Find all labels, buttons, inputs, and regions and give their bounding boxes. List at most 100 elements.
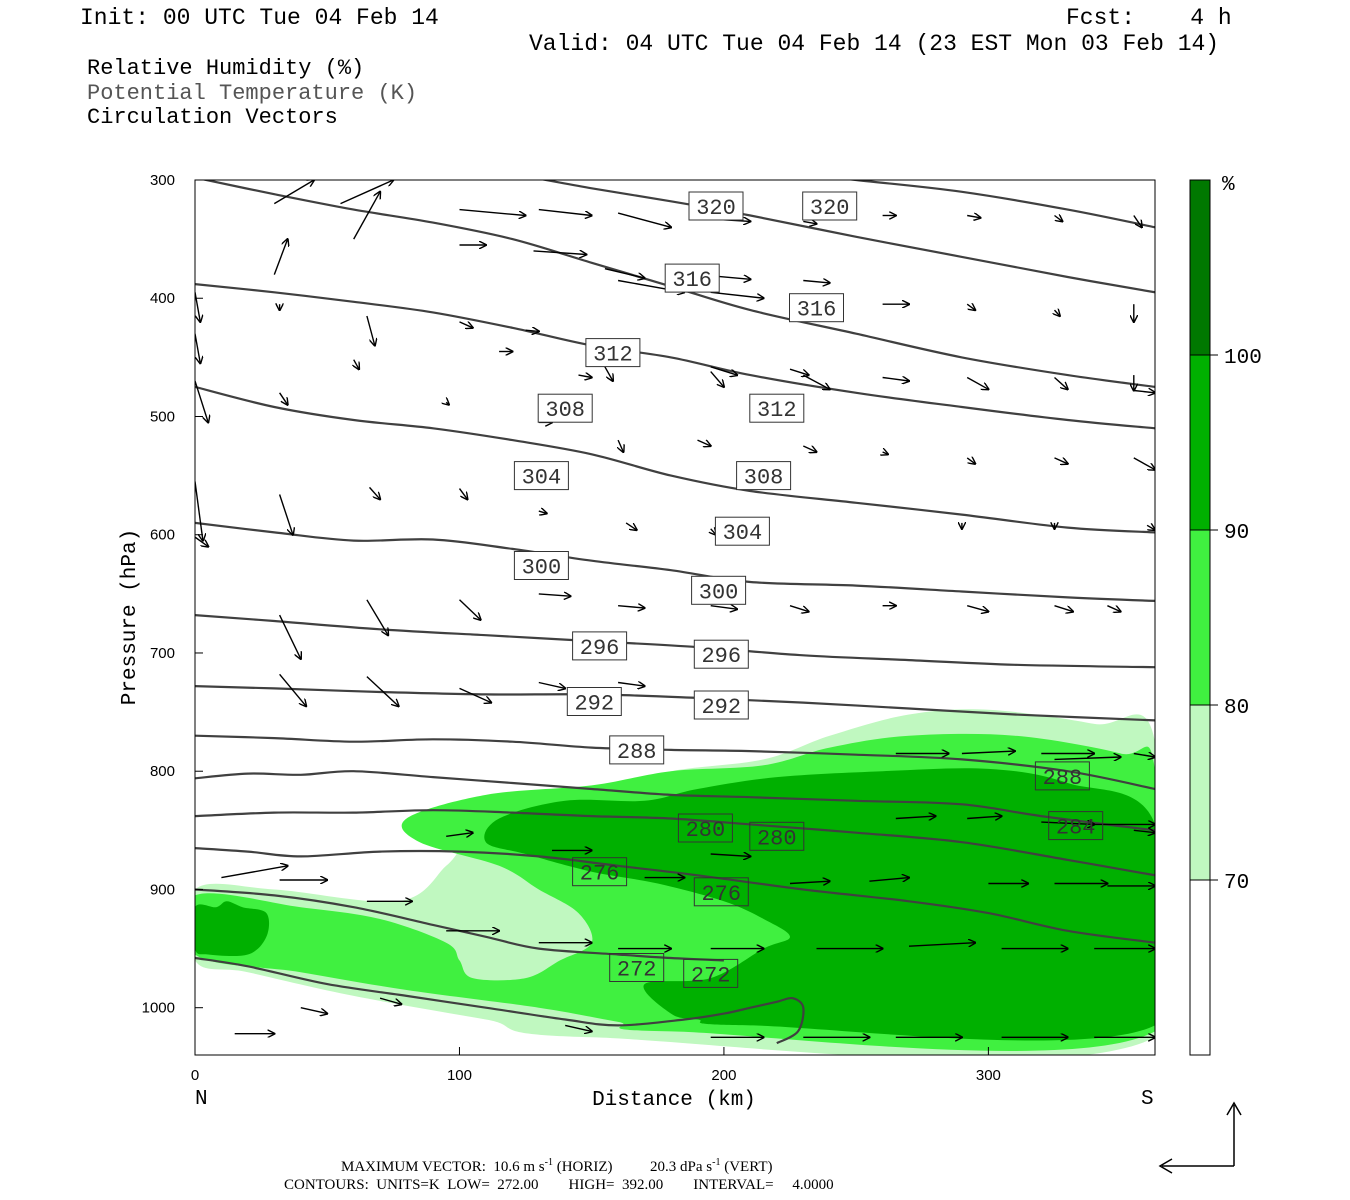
contour-label-box <box>572 857 628 887</box>
vector-arrow <box>618 439 623 452</box>
theta-contour-272-0 <box>195 956 805 1045</box>
contour-label-box <box>691 575 747 605</box>
vector-arrow <box>446 402 449 404</box>
vector-arrow <box>967 605 988 612</box>
vector-arrow <box>803 281 829 283</box>
rh-region-90-2 <box>484 768 1155 1041</box>
contour-label-box <box>664 263 720 293</box>
contour-label-box <box>693 877 749 907</box>
vector-arrow <box>1133 391 1155 393</box>
vector-arrow <box>1146 525 1155 530</box>
contour-label-box <box>1034 761 1090 791</box>
vector-arrow <box>789 368 809 375</box>
contour-label-304: 304 <box>723 521 763 546</box>
contour-label-312: 312 <box>757 398 797 423</box>
vector-arrow <box>697 439 711 446</box>
contour-label-292: 292 <box>701 695 741 720</box>
theta-contour-324-14 <box>195 38 1155 130</box>
vector-arrow <box>967 216 980 218</box>
vector-arrow <box>565 1024 592 1031</box>
contour-label-box <box>749 393 805 423</box>
contour-labels: 320 320 316 316 312 312 308 308 304 304 300 300 296 2… <box>513 191 1104 988</box>
contour-label-316: 316 <box>672 268 712 293</box>
contour-label-box <box>789 293 844 323</box>
vector-arrow <box>354 359 359 370</box>
contour-label-308: 308 <box>744 466 784 491</box>
theta-contour-280-3 <box>195 809 1155 877</box>
vector-arrow <box>278 614 301 659</box>
vector-arrow <box>458 488 468 500</box>
contour-label-296: 296 <box>580 636 620 661</box>
vector-arrow <box>195 536 208 547</box>
contour-label-box <box>609 953 665 982</box>
contour-label-box <box>683 958 739 988</box>
max-vector-text: MAXIMUM VECTOR: 10.6 m s-1 (HORIZ) 20.3 … <box>341 1157 773 1175</box>
vector-arrow <box>279 673 307 706</box>
vector-arrow <box>710 371 724 387</box>
contour-label-308: 308 <box>545 398 585 423</box>
contour-label-300: 300 <box>522 556 562 581</box>
colorbar-label-70: 70 <box>1224 872 1249 895</box>
contour-label-280: 280 <box>757 826 797 851</box>
contour-label-292: 292 <box>574 692 614 717</box>
forecast-hour: Fcst: 4 h <box>1066 5 1232 31</box>
vector-arrow <box>366 599 388 635</box>
vector-arrow <box>366 315 375 346</box>
vector-arrow <box>300 1007 327 1014</box>
contour-label-280: 280 <box>686 818 726 843</box>
colorbar-segment-3 <box>1190 705 1210 880</box>
vector-arrow <box>710 366 737 375</box>
vector-arrow <box>869 878 909 882</box>
vector-arrow <box>618 606 645 608</box>
valid-time: Valid: 04 UTC Tue 04 Feb 14 (23 EST Mon … <box>529 31 1220 57</box>
y-tick-label-600: 600 <box>150 527 175 544</box>
theta-contour-276-2 <box>195 847 1155 944</box>
contour-label-box <box>513 461 569 491</box>
vector-arrow <box>1107 605 1120 612</box>
colorbar-unit: % <box>1222 174 1235 197</box>
vector-arrow <box>789 881 830 883</box>
rh-shading <box>195 709 1155 1055</box>
colorbar-segment-4 <box>1190 880 1210 1055</box>
theta-contour-304-9 <box>195 385 1155 534</box>
y-tick-label-1000: 1000 <box>142 1000 175 1017</box>
contour-label-box <box>693 690 749 720</box>
vector-arrow <box>1054 757 1121 759</box>
colorbar-label-80: 80 <box>1224 697 1249 720</box>
vector-arrow <box>533 251 587 255</box>
vector-arrow <box>604 366 613 381</box>
vector-arrow <box>379 997 401 1004</box>
y-axis-label: Pressure (hPa) <box>119 529 142 705</box>
vector-arrow <box>538 681 565 689</box>
x-axis-label: Distance (km) <box>592 1089 756 1112</box>
vector-arrow <box>273 239 287 275</box>
vector-arrow <box>368 486 381 499</box>
vector-arrow <box>1055 310 1060 316</box>
colorbar-segment-0 <box>1190 180 1210 355</box>
vector-arrow <box>195 481 203 541</box>
contour-label-box <box>572 631 628 661</box>
vector-arrow <box>789 605 809 612</box>
south-label: S <box>1141 1088 1154 1111</box>
contour-label-box <box>736 461 792 491</box>
contour-label-320: 320 <box>810 196 850 221</box>
vector-arrow <box>803 445 816 452</box>
y-tick-label-500: 500 <box>150 408 175 425</box>
vector-arrow <box>895 816 936 818</box>
y-tick-label-300: 300 <box>150 172 175 189</box>
theta-contour-316-12 <box>539 180 1155 294</box>
y-tick-label-800: 800 <box>150 763 175 780</box>
contour-label-box <box>714 516 770 546</box>
x-tick-label-100: 100 <box>447 1067 472 1084</box>
vector-scale-icon <box>1158 1101 1242 1174</box>
colorbar: 70 80 90 100% <box>1189 174 1262 1056</box>
colorbar-label-90: 90 <box>1224 522 1249 545</box>
vector-arrow <box>195 292 200 322</box>
theta-contour-308-10 <box>195 283 1155 430</box>
vector-arrow <box>538 511 547 513</box>
contour-label-276: 276 <box>580 862 620 887</box>
vector-arrow <box>617 212 671 227</box>
vector-arrow <box>710 291 764 298</box>
vector-arrow <box>1054 216 1063 222</box>
